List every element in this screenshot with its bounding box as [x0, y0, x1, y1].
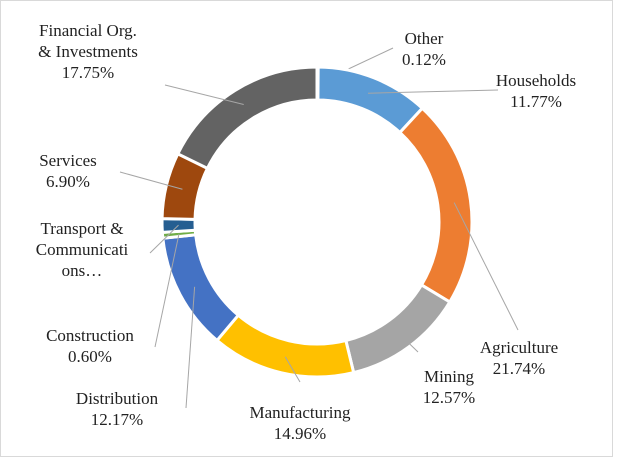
leader-line	[164, 84, 244, 105]
leader-line	[368, 89, 499, 94]
value-label: 11.77%	[510, 92, 562, 111]
data-label: Distribution 12.17%	[76, 388, 158, 430]
data-label: Manufacturing 14.96%	[249, 402, 350, 444]
data-label: Households 11.77%	[496, 70, 576, 112]
category-label: Mining	[423, 367, 475, 386]
category-label: Financial Org. & Investments	[38, 21, 138, 61]
category-label: Other	[404, 29, 444, 48]
data-label: Other 0.12%	[402, 28, 446, 70]
leader-line	[149, 224, 179, 254]
leader-line	[284, 356, 301, 383]
category-label: Households	[495, 71, 577, 90]
doughnut-slice	[161, 233, 241, 343]
value-label: 12.57%	[422, 388, 476, 407]
data-label: Agriculture 21.74%	[480, 337, 558, 379]
category-label: Distribution	[75, 389, 159, 408]
data-label: Financial Org. & Investments 17.75%	[38, 20, 138, 83]
leader-line	[154, 233, 180, 348]
value-label: 17.75%	[61, 63, 115, 82]
leader-line	[398, 333, 419, 353]
value-label: 12.17%	[90, 410, 144, 429]
value-label: 0.12%	[402, 50, 446, 69]
doughnut-slice	[344, 282, 452, 375]
doughnut-slice	[214, 313, 356, 379]
category-label: Manufacturing	[249, 403, 351, 422]
value-label: 6.90%	[46, 172, 90, 191]
value-label: 21.74%	[492, 359, 546, 378]
leader-line	[453, 202, 519, 331]
data-label: Construction 0.60%	[46, 325, 134, 367]
category-label: Services	[39, 151, 97, 170]
value-label: 14.96%	[273, 424, 327, 443]
value-label: 0.60%	[68, 347, 112, 366]
category-label: Transport & Communicati ons…	[35, 219, 129, 280]
data-label: Transport & Communicati ons…	[36, 218, 129, 281]
data-label: Mining 12.57%	[423, 366, 475, 408]
doughnut-slice	[175, 65, 319, 171]
leader-line	[185, 286, 196, 409]
category-label: Construction	[46, 326, 134, 345]
doughnut-slice	[397, 106, 474, 305]
category-label: Agriculture	[479, 338, 559, 357]
doughnut-slice	[316, 65, 425, 135]
data-label: Services 6.90%	[39, 150, 97, 192]
leader-line	[119, 171, 183, 190]
